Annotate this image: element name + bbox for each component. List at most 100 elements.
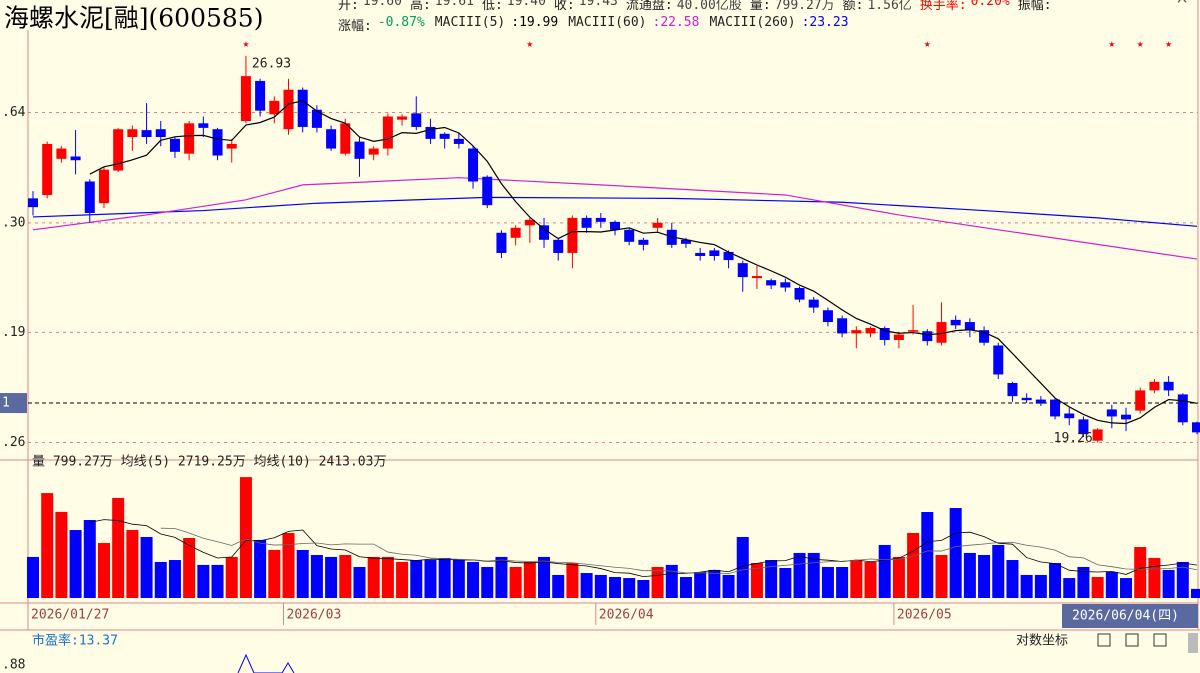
volume-bar [708,569,721,598]
volume-bar [793,552,806,598]
quote-label: 振幅: [1017,0,1052,13]
quote-value: 19.61 [434,0,474,9]
quote-value: 19.60 [362,0,402,9]
toolbar-icon[interactable] [1153,633,1167,647]
volume-bar [239,477,252,598]
volume-bar [1176,561,1189,598]
candle-body [28,198,38,208]
ma5-line [89,100,1198,425]
toolbar-icon[interactable] [1125,633,1139,647]
volume-bar [211,564,224,598]
quote-value: 799.27万 [774,0,835,13]
toolbar-icon[interactable] [1097,633,1111,647]
candle-body [695,252,706,256]
price-annotation: 19.26 [1054,431,1093,446]
candle-body [212,129,223,156]
candle-body [425,126,436,139]
volume-bar [438,557,451,598]
candle-body [354,141,365,159]
scroll[interactable] [1188,633,1198,653]
candle-body [510,227,521,238]
current-date-box [1062,604,1198,628]
volume-bar [27,556,39,598]
volume-bar [168,560,181,598]
candle-body [524,219,535,226]
candle-body [326,129,337,149]
volume-bar [878,544,891,598]
ma60-line [32,177,1198,260]
volume-bar [1091,577,1104,598]
candle-body [1192,422,1200,433]
event-star: ★ [1109,37,1116,50]
pe-ratio: 市盈率:13.37 [32,633,118,649]
candle-body [1007,382,1018,397]
candle-body [638,239,649,245]
y-tick-label: .26 [2,435,25,450]
date-label: 2026/01/27 [31,608,109,623]
log-axis-toggle[interactable]: 对数坐标 [1016,634,1068,649]
candle-body [141,130,152,138]
quote-value: 19.40 [506,0,546,9]
volume-bar [538,556,551,598]
volume-bar [921,512,934,598]
quote-value: 1.56亿 [867,0,912,13]
stock-title: 海螺水泥[融](600585) [4,4,263,33]
price-annotation: 26.93 [252,56,291,71]
candle-body [1177,394,1188,423]
volume-legend: 量 799.27万 均线(5) 2719.25万 均线(10) 2413.03万 [32,455,386,470]
volume-bar [637,579,650,598]
volume-bar [424,560,437,598]
candle-body [368,148,379,155]
y-tick-label: .19 [2,325,25,340]
candle-body [98,169,109,204]
volume-bar [183,538,196,598]
candle-body [993,345,1004,375]
price-box [0,393,27,414]
volume-bar [254,539,267,598]
candle-body [610,221,620,230]
volume-bar [907,532,920,598]
candle-body [439,133,450,139]
candle-body [311,109,322,128]
volume-bar [310,555,323,598]
candle-body [794,288,805,300]
indicator-value: -0.87% [377,15,425,30]
lower-indicator [237,653,295,673]
current-date: 2026/06/04(四) [1072,609,1179,624]
volume-bar [1077,566,1090,598]
date-label: 2026/03 [287,608,342,623]
volume-bar [112,497,125,598]
date-label: 2026/04 [599,608,654,623]
candle-body [979,330,990,343]
volume-bar [1120,578,1133,598]
volume-bar [296,549,309,598]
candle-body [1163,381,1174,391]
volume-bar [623,578,636,598]
candle-body [652,222,663,228]
indicator-label: MACIII(5) [434,15,506,30]
candle-body [1121,414,1132,420]
volume-bar [1020,574,1033,598]
volume-bar [452,560,465,598]
candle-body [879,327,890,340]
candle-body [1064,413,1075,419]
volume-bar [779,568,792,598]
indicator-label: MACIII(260) [709,15,796,30]
quote-label: 高: [409,0,431,13]
volume-bar [410,560,423,598]
volume-bar [126,530,139,598]
volume-bar [1148,557,1161,598]
quote-label: 流通盘: [625,0,673,13]
candle-body [42,143,53,195]
indicator-value: :19.99 [511,15,559,30]
candle-body [1021,397,1032,401]
volume-bar [495,556,508,598]
volume-bar [1063,578,1076,598]
volume-bar [381,556,394,598]
candle-body [155,129,166,138]
candle-body [453,138,464,144]
volume-bar [268,549,281,598]
volume-bar [467,561,480,598]
volume-bar [481,566,494,598]
